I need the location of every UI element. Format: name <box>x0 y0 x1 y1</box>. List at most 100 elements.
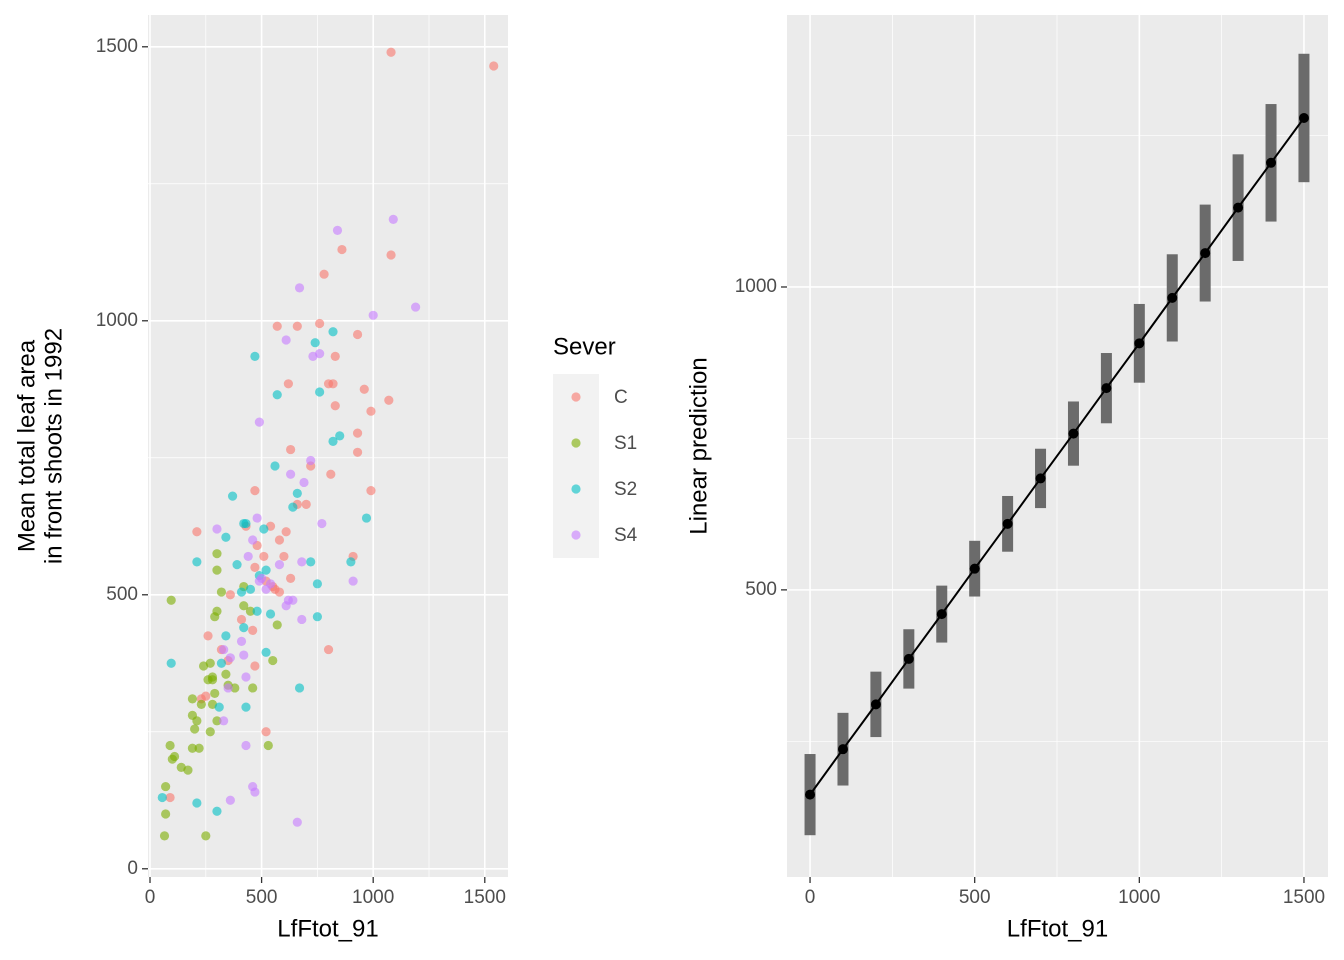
point <box>187 694 198 704</box>
x-tick-label: 1000 <box>352 887 394 908</box>
point <box>216 587 227 597</box>
point <box>936 609 947 620</box>
point <box>221 669 231 679</box>
point <box>192 527 202 537</box>
point <box>1167 292 1178 303</box>
point <box>359 384 369 394</box>
point <box>312 579 322 589</box>
point <box>225 653 235 663</box>
point <box>241 702 251 712</box>
legend-marker <box>571 438 581 448</box>
point <box>312 612 322 622</box>
point <box>241 740 251 751</box>
point <box>221 532 231 542</box>
point <box>328 379 338 389</box>
point <box>317 518 327 529</box>
point <box>252 513 262 523</box>
point <box>335 431 345 441</box>
point <box>286 444 296 455</box>
point <box>306 557 316 567</box>
point <box>196 699 206 709</box>
point <box>1002 518 1013 529</box>
point <box>281 335 291 345</box>
point <box>212 549 222 559</box>
point <box>288 502 298 512</box>
y-tick-label: 500 <box>106 584 138 605</box>
x-tick-label: 1500 <box>464 887 506 908</box>
legend-label: S1 <box>614 433 637 454</box>
point <box>243 551 253 562</box>
point <box>337 244 347 255</box>
point <box>203 631 213 641</box>
point <box>239 650 249 660</box>
point <box>294 683 305 693</box>
point <box>248 683 258 693</box>
point <box>330 351 340 362</box>
point <box>1298 112 1309 123</box>
y-tick-label: 1000 <box>96 310 138 331</box>
point <box>274 560 285 570</box>
point <box>250 661 260 671</box>
y-axis-title: Linear prediction <box>685 357 712 534</box>
legend-title: Sever <box>553 333 616 360</box>
point <box>315 318 325 329</box>
point <box>283 379 293 389</box>
point <box>366 406 376 416</box>
legend-marker <box>571 392 581 402</box>
point <box>388 214 398 225</box>
point <box>183 765 193 775</box>
point <box>969 563 980 574</box>
point <box>259 551 269 562</box>
point <box>205 727 215 737</box>
point <box>187 743 198 753</box>
point <box>352 447 363 457</box>
x-tick-label: 1000 <box>1118 887 1160 908</box>
point <box>319 269 329 279</box>
point <box>328 327 338 337</box>
point <box>323 644 334 655</box>
point <box>1233 202 1244 213</box>
point <box>330 401 340 411</box>
point <box>368 310 378 320</box>
point <box>279 551 289 562</box>
point <box>190 724 200 734</box>
y-tick-label: 500 <box>745 579 777 600</box>
point <box>219 644 229 655</box>
point <box>250 351 260 362</box>
point <box>241 672 251 682</box>
point <box>292 321 302 331</box>
x-axis-title: LfFtot_91 <box>277 915 378 942</box>
point <box>227 491 238 501</box>
point <box>225 795 235 805</box>
point <box>805 789 816 800</box>
point <box>1101 383 1112 394</box>
line <box>809 117 1305 796</box>
point <box>239 601 249 611</box>
x-tick-label: 1500 <box>1283 887 1325 908</box>
legend-label: S4 <box>614 525 638 546</box>
point <box>352 428 363 438</box>
x-tick-label: 0 <box>145 887 156 908</box>
point <box>326 469 336 479</box>
point <box>201 831 211 841</box>
point <box>1035 473 1046 484</box>
point <box>315 387 325 397</box>
point <box>292 488 302 499</box>
point <box>236 614 247 625</box>
point <box>161 781 171 792</box>
point <box>310 338 320 348</box>
point <box>870 699 881 710</box>
point <box>272 321 282 331</box>
point <box>299 477 309 488</box>
point <box>248 535 258 545</box>
point <box>297 557 307 567</box>
point <box>1134 338 1145 349</box>
legend-label: C <box>614 387 628 408</box>
y-axis-title: Mean total leaf area <box>13 339 40 552</box>
point <box>169 751 180 762</box>
point <box>157 792 167 803</box>
x-axis-title: LfFtot_91 <box>1007 915 1108 942</box>
point <box>192 798 202 808</box>
x-tick-label: 500 <box>246 887 278 908</box>
point <box>386 47 396 57</box>
